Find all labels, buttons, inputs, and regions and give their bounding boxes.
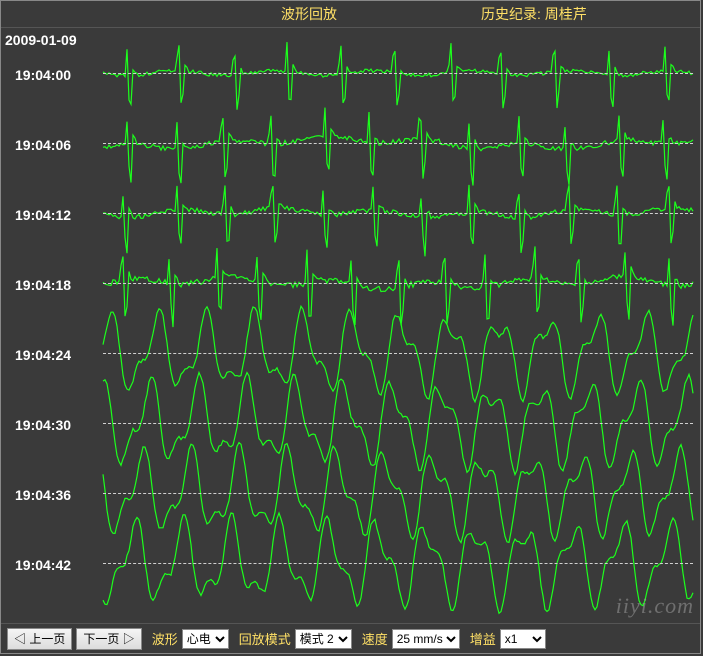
time-label: 19:04:30	[15, 417, 71, 433]
header-record: 历史纪录: 周桂芹	[481, 4, 587, 24]
time-label: 19:04:06	[15, 137, 71, 153]
header-title: 波形回放	[281, 4, 337, 24]
speed-select[interactable]: 12.5 mm/s25 mm/s50 mm/s	[392, 629, 460, 649]
waveform-row	[103, 108, 693, 186]
baseline	[103, 423, 693, 424]
speed-label: 速度	[362, 629, 388, 648]
waveform-row	[103, 306, 693, 402]
record-prefix: 历史纪录:	[481, 6, 541, 22]
time-label: 19:04:12	[15, 207, 71, 223]
baseline	[103, 353, 693, 354]
toolbar: ◁ 上一页 下一页 ▷ 波形 心电 回放模式 模式 1模式 2模式 3 速度 1…	[1, 623, 700, 653]
baseline	[103, 213, 693, 214]
prev-page-button[interactable]: ◁ 上一页	[7, 628, 72, 650]
baseline	[103, 73, 693, 74]
time-label: 19:04:42	[15, 557, 71, 573]
record-name: 周桂芹	[545, 6, 587, 22]
time-label: 19:04:18	[15, 277, 71, 293]
mode-select[interactable]: 模式 1模式 2模式 3	[295, 629, 352, 649]
header-bar: 波形回放 历史纪录: 周桂芹	[1, 1, 700, 28]
waveform-svg	[1, 28, 700, 622]
baseline	[103, 563, 693, 564]
gain-select[interactable]: x0.5x1x2	[500, 629, 546, 649]
mode-label: 回放模式	[239, 629, 291, 648]
wave-label: 波形	[152, 629, 178, 648]
waveform-row	[103, 42, 693, 110]
time-label: 19:04:36	[15, 487, 71, 503]
time-label: 19:04:00	[15, 67, 71, 83]
time-label: 19:04:24	[15, 347, 71, 363]
waveform-plot: 2009-01-09 19:04:0019:04:0619:04:1219:04…	[1, 28, 700, 622]
next-page-button[interactable]: 下一页 ▷	[76, 628, 141, 650]
waveform-row	[103, 246, 693, 327]
gain-label: 增益	[470, 629, 496, 648]
wave-select[interactable]: 心电	[182, 629, 229, 649]
baseline	[103, 283, 693, 284]
baseline	[103, 493, 693, 494]
waveform-row	[103, 185, 693, 256]
baseline	[103, 143, 693, 144]
app-frame: 波形回放 历史纪录: 周桂芹 2009-01-09 19:04:0019:04:…	[0, 0, 701, 654]
